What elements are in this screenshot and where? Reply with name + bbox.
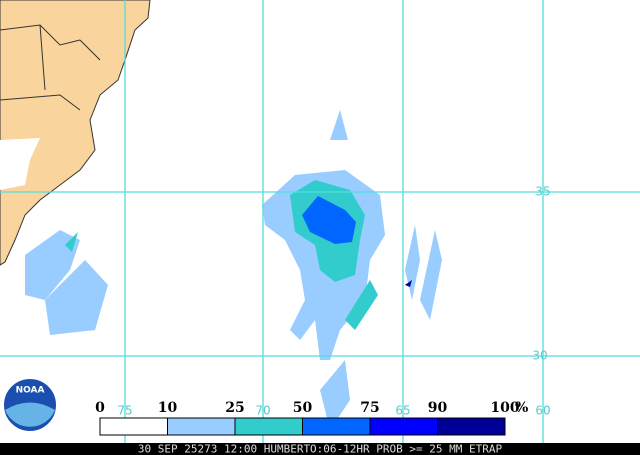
legend-label: 90 [428,400,448,416]
legend-unit: % [515,400,528,416]
land [0,0,151,266]
graticule [0,0,640,443]
lat-label: 30 [532,349,547,363]
legend-swatch [369,417,438,436]
legend-swatch [302,417,371,436]
noaa-logo: NOAA [2,377,58,433]
borders [0,24,101,111]
legend-label: 0 [95,400,105,416]
legend-label: 50 [293,400,313,416]
logo-text: NOAA [16,386,45,396]
lon-label: 65 [395,404,410,418]
lon-label: 60 [535,404,550,418]
legend-label: 75 [360,400,379,416]
lon-label: 75 [117,404,132,418]
legend-swatch [99,417,168,436]
lat-label: 35 [535,185,550,199]
legend-swatch [167,417,236,436]
caption-bar [0,443,640,455]
caption: 30 SEP 25273 12:00 HUMBERTO:06-12HR PROB… [138,443,503,455]
lon-label: 70 [255,404,270,418]
legend-swatch [437,417,506,436]
legend-label: 100 [490,400,519,416]
legend-swatch [234,417,303,436]
legend-label: 10 [158,400,178,416]
legend-label: 25 [225,400,244,416]
land-gap [0,138,40,190]
prob-areas [25,110,442,430]
